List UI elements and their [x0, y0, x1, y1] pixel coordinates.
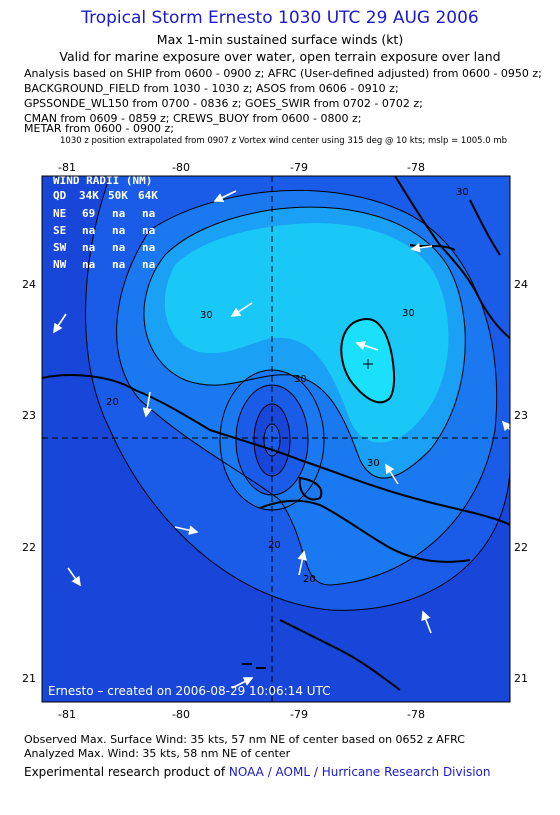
- wind-radii-value: na: [82, 241, 95, 254]
- wind-radii-quadrant: SW: [53, 241, 67, 254]
- contour-label: 30: [456, 187, 469, 198]
- lon-tick-label: -78: [407, 708, 425, 721]
- wind-vector-arrow: [297, 550, 307, 576]
- map-subtitle-winds: Max 1-min sustained surface winds (kt): [156, 32, 404, 47]
- coastline-andros: [469, 199, 501, 256]
- contour-label: 20: [303, 574, 316, 585]
- wind-vector-arrow: [355, 340, 379, 351]
- hrd-link[interactable]: NOAA / AOML / Hurricane Research Divisio…: [228, 765, 491, 779]
- lon-tick-label: -79: [290, 161, 308, 174]
- lon-tick-label: -79: [290, 708, 308, 721]
- wind-radii-value: na: [112, 207, 125, 220]
- wind-vector-arrow: [213, 190, 237, 202]
- wind-radii-quadrant: SE: [53, 224, 66, 237]
- lat-tick-label: 23: [22, 409, 36, 422]
- wind-radii-value: 69: [82, 207, 95, 220]
- analysis-line-3: GPSSONDE_WL150 from 0700 - 0836 z; GOES_…: [24, 97, 423, 110]
- contour-label: 30: [294, 374, 307, 385]
- wind-vector-arrow: [67, 567, 81, 587]
- cayman-islands: [242, 663, 266, 669]
- wind-vector-arrow: [421, 610, 432, 634]
- wind-radii-header-34k: 34K: [79, 189, 99, 202]
- lon-tick-label: -78: [407, 161, 425, 174]
- center-crosshair: [42, 176, 510, 702]
- coastline-jamaica: [279, 619, 401, 691]
- coastline-florida: [394, 176, 510, 339]
- observed-max-wind: Observed Max. Surface Wind: 35 kts, 57 n…: [24, 733, 465, 746]
- wind-radii-value: na: [142, 258, 155, 271]
- lat-tick-label: 21: [514, 672, 528, 685]
- lat-tick-label: 23: [514, 409, 528, 422]
- contour-label: 30: [200, 310, 213, 321]
- wind-vector-arrow: [231, 677, 254, 689]
- lon-tick-labels-top: -81 -80 -79 -78: [58, 161, 425, 174]
- analysis-line-2: BACKGROUND_FIELD from 1030 - 1030 z; ASO…: [24, 82, 399, 95]
- wind-vector-arrow: [501, 420, 510, 432]
- contour-label: 30: [402, 308, 415, 319]
- wind-vector-arrow: [410, 243, 433, 253]
- map-title: Tropical Storm Ernesto 1030 UTC 29 AUG 2…: [81, 8, 479, 28]
- wind-radii-value: na: [112, 224, 125, 237]
- lon-tick-labels-bottom: -81 -80 -79 -78: [58, 708, 425, 721]
- lon-tick-label: -81: [58, 161, 76, 174]
- wind-radii-value: na: [82, 258, 95, 271]
- lon-tick-label: -80: [172, 161, 190, 174]
- wind-vectors: [53, 190, 510, 689]
- lat-tick-label: 22: [514, 541, 528, 554]
- position-note: 1030 z position extrapolated from 0907 z…: [60, 136, 508, 146]
- wind-radii-header-qd: QD: [53, 189, 67, 202]
- analyzed-max-wind: Analyzed Max. Wind: 35 kts, 58 nm NE of …: [24, 747, 291, 760]
- contour-lines: [85, 176, 510, 611]
- lat-tick-labels-right: 24 23 22 21: [514, 278, 528, 685]
- credit-prefix: Experimental research product of: [24, 765, 229, 779]
- lat-tick-labels-left: 24 23 22 21: [22, 278, 36, 685]
- wind-radii-value: na: [82, 224, 95, 237]
- credit-line: Experimental research product of NOAA / …: [24, 765, 490, 779]
- wind-radii-quadrant: NW: [53, 258, 67, 271]
- analysis-line-4: CMAN from 0609 - 0859 z; CREWS_BUOY from…: [24, 112, 362, 125]
- contour-label: 30: [367, 458, 380, 469]
- lon-tick-label: -80: [172, 708, 190, 721]
- lat-tick-label: 21: [22, 672, 36, 685]
- wind-vector-arrow: [385, 463, 399, 485]
- wind-radii-value: na: [142, 241, 155, 254]
- wind-vector-arrow: [142, 391, 153, 418]
- wind-radii-header-64k: 64K: [138, 189, 158, 202]
- wind-radii-header-50k: 50K: [108, 189, 128, 202]
- wind-radii-title: WIND RADII (NM): [53, 174, 152, 187]
- coastline-cuba-south: [259, 499, 471, 563]
- contour-label: 20: [106, 397, 119, 408]
- wind-radii-value: na: [112, 258, 125, 271]
- wind-radii-value: na: [142, 224, 155, 237]
- lat-tick-label: 24: [514, 278, 528, 291]
- max-wind-marker: [363, 359, 373, 369]
- map-frame: [41, 175, 511, 703]
- wind-radii-table: WIND RADII (NM) QD 34K 50K 64K NE 69 na …: [53, 174, 158, 271]
- wind-radii-value: na: [112, 241, 125, 254]
- wind-radii-value: na: [142, 207, 155, 220]
- lon-tick-label: -81: [58, 708, 76, 721]
- lat-tick-label: 24: [22, 278, 36, 291]
- analysis-line-5: METAR from 0600 - 0900 z;: [24, 122, 174, 135]
- contour-label: 20: [268, 540, 281, 551]
- wind-vector-arrow: [174, 525, 199, 535]
- creation-credit: Ernesto – created on 2006-08-29 10:06:14…: [48, 684, 331, 698]
- wind-vector-arrow: [53, 313, 67, 334]
- analysis-line-1: Analysis based on SHIP from 0600 - 0900 …: [24, 67, 542, 80]
- wind-vector-arrow: [230, 302, 253, 317]
- isle-of-youth: [298, 476, 323, 501]
- lat-tick-label: 22: [22, 541, 36, 554]
- coastlines: [42, 176, 510, 691]
- coastline-cuba: [42, 374, 510, 526]
- wind-radii-quadrant: NE: [53, 207, 66, 220]
- map-subtitle-exposure: Valid for marine exposure over water, op…: [59, 49, 501, 64]
